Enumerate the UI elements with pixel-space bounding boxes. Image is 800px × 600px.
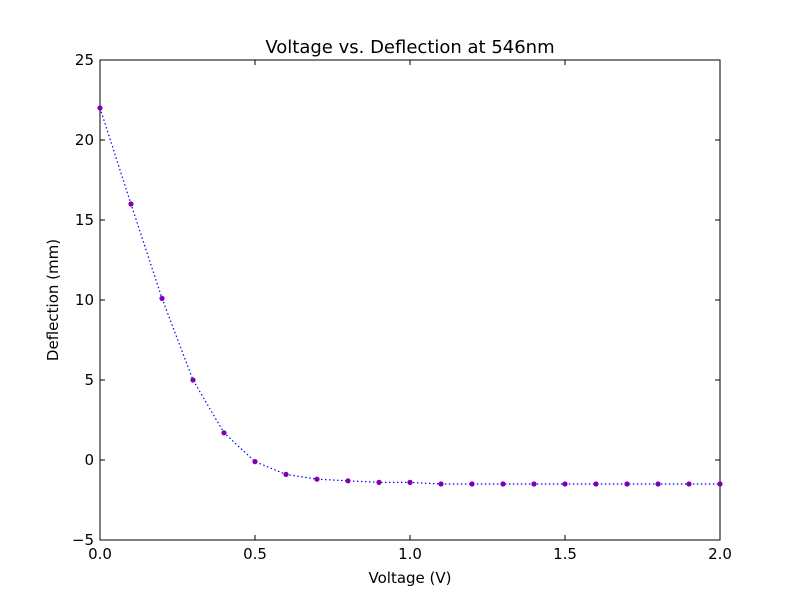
x-tick-label: 0.0 — [88, 545, 112, 563]
y-tick-label: 25 — [75, 51, 94, 69]
y-tick-label: −5 — [72, 531, 94, 549]
y-tick-label: 10 — [75, 291, 94, 309]
data-point — [407, 479, 413, 485]
x-axis-label: Voltage (V) — [369, 569, 452, 587]
chart-title: Voltage vs. Deflection at 546nm — [265, 37, 554, 58]
data-point — [500, 481, 506, 487]
data-point — [221, 430, 227, 436]
data-point — [97, 105, 103, 111]
data-point — [469, 481, 475, 487]
data-point — [314, 476, 320, 482]
x-tick-label: 0.5 — [243, 545, 267, 563]
x-tick-label: 1.5 — [553, 545, 577, 563]
plot-frame — [99, 59, 721, 541]
y-tick-label: 20 — [75, 131, 94, 149]
data-point — [252, 459, 258, 465]
series-line — [99, 107, 720, 485]
data-point — [717, 481, 723, 487]
data-point — [376, 479, 382, 485]
y-tick-label: 5 — [84, 371, 94, 389]
data-point — [655, 481, 661, 487]
x-tick-label: 1.0 — [398, 545, 422, 563]
data-point — [190, 377, 196, 383]
plot-area: 0.0 0.5 1.0 1.5 2.0 −5 0 5 10 15 20 25 — [72, 51, 732, 563]
data-point — [624, 481, 630, 487]
data-point — [159, 295, 165, 301]
data-point — [128, 201, 134, 207]
y-tick-label: 15 — [75, 211, 94, 229]
data-point — [283, 471, 289, 477]
data-point — [593, 481, 599, 487]
data-point — [345, 478, 351, 484]
y-tick-label: 0 — [84, 451, 94, 469]
x-tick-label: 2.0 — [708, 545, 732, 563]
data-point — [686, 481, 692, 487]
data-point — [438, 481, 444, 487]
y-axis-label: Deflection (mm) — [44, 239, 62, 361]
data-point — [562, 481, 568, 487]
data-point — [531, 481, 537, 487]
